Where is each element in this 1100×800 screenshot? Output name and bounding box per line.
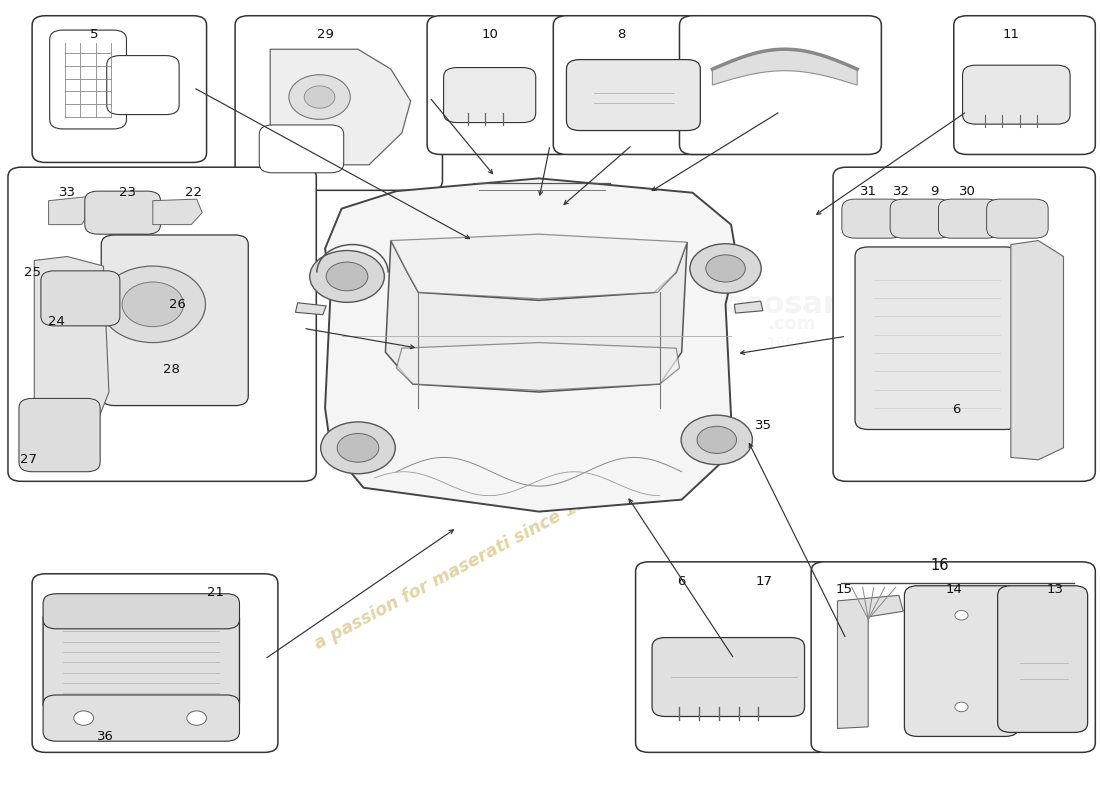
Text: 16: 16 (931, 558, 949, 574)
Text: 32: 32 (892, 185, 910, 198)
Text: 31: 31 (860, 185, 877, 198)
Circle shape (305, 86, 334, 108)
Circle shape (955, 610, 968, 620)
FancyBboxPatch shape (553, 16, 717, 154)
Ellipse shape (337, 434, 378, 462)
Text: 9: 9 (930, 185, 938, 198)
FancyBboxPatch shape (998, 586, 1088, 733)
Circle shape (122, 282, 184, 326)
FancyBboxPatch shape (43, 594, 240, 629)
Text: 35: 35 (756, 419, 772, 432)
Text: 13: 13 (1046, 583, 1064, 596)
FancyBboxPatch shape (32, 574, 278, 752)
Text: 17: 17 (756, 575, 772, 588)
FancyBboxPatch shape (962, 65, 1070, 124)
Ellipse shape (690, 244, 761, 293)
Ellipse shape (310, 250, 384, 302)
Polygon shape (296, 302, 327, 314)
Polygon shape (396, 342, 680, 390)
FancyBboxPatch shape (652, 638, 804, 717)
Text: a passion for maserati since 1985: a passion for maserati since 1985 (311, 482, 613, 653)
Circle shape (74, 711, 94, 726)
FancyBboxPatch shape (811, 562, 1096, 752)
FancyBboxPatch shape (107, 56, 179, 114)
Polygon shape (837, 595, 903, 729)
FancyBboxPatch shape (235, 16, 442, 190)
FancyBboxPatch shape (101, 235, 249, 406)
Circle shape (100, 266, 206, 342)
FancyBboxPatch shape (43, 610, 240, 713)
Text: 30: 30 (958, 185, 976, 198)
Polygon shape (735, 301, 763, 313)
Text: 22: 22 (185, 186, 202, 199)
FancyBboxPatch shape (85, 191, 161, 234)
FancyBboxPatch shape (987, 199, 1048, 238)
Circle shape (289, 74, 350, 119)
FancyBboxPatch shape (443, 67, 536, 122)
FancyBboxPatch shape (566, 59, 701, 130)
Text: 21: 21 (207, 586, 223, 599)
Text: fososarts: fososarts (712, 290, 871, 319)
Polygon shape (326, 178, 737, 512)
Polygon shape (271, 50, 410, 165)
Text: 11: 11 (1002, 28, 1020, 42)
Ellipse shape (697, 426, 737, 454)
FancyBboxPatch shape (50, 30, 127, 129)
FancyBboxPatch shape (954, 16, 1096, 154)
Polygon shape (153, 199, 202, 225)
Text: 27: 27 (20, 454, 37, 466)
Text: 8: 8 (617, 28, 626, 42)
FancyBboxPatch shape (855, 247, 1019, 430)
FancyBboxPatch shape (41, 271, 120, 326)
FancyBboxPatch shape (890, 199, 952, 238)
FancyBboxPatch shape (32, 16, 207, 162)
Polygon shape (713, 50, 857, 85)
Text: .com: .com (767, 315, 815, 334)
FancyBboxPatch shape (680, 16, 881, 154)
FancyBboxPatch shape (636, 562, 832, 752)
Text: 36: 36 (97, 730, 114, 743)
Text: 29: 29 (317, 28, 333, 42)
Text: 10: 10 (481, 28, 498, 42)
Polygon shape (385, 241, 688, 392)
Text: 15: 15 (836, 583, 852, 596)
FancyBboxPatch shape (842, 199, 903, 238)
Polygon shape (48, 197, 92, 225)
Polygon shape (1011, 241, 1064, 460)
FancyBboxPatch shape (43, 695, 240, 742)
FancyBboxPatch shape (427, 16, 574, 154)
FancyBboxPatch shape (260, 125, 343, 173)
Text: 6: 6 (952, 403, 960, 416)
Polygon shape (390, 234, 688, 298)
Ellipse shape (681, 415, 752, 465)
Ellipse shape (321, 422, 395, 474)
FancyBboxPatch shape (833, 167, 1096, 482)
Ellipse shape (327, 262, 367, 290)
Text: 6: 6 (678, 575, 686, 588)
FancyBboxPatch shape (19, 398, 100, 472)
Text: 25: 25 (23, 266, 41, 279)
Circle shape (955, 702, 968, 712)
Text: 26: 26 (168, 298, 186, 311)
FancyBboxPatch shape (904, 586, 1019, 737)
Text: 23: 23 (119, 186, 136, 199)
FancyBboxPatch shape (8, 167, 317, 482)
Polygon shape (34, 257, 109, 462)
Text: 28: 28 (163, 363, 180, 376)
Text: 24: 24 (47, 315, 65, 328)
FancyBboxPatch shape (938, 199, 1000, 238)
Text: 33: 33 (58, 186, 76, 199)
Text: 1985: 1985 (767, 337, 805, 352)
Text: 5: 5 (90, 28, 99, 42)
Text: 14: 14 (945, 583, 962, 596)
Ellipse shape (706, 255, 746, 282)
Circle shape (187, 711, 207, 726)
